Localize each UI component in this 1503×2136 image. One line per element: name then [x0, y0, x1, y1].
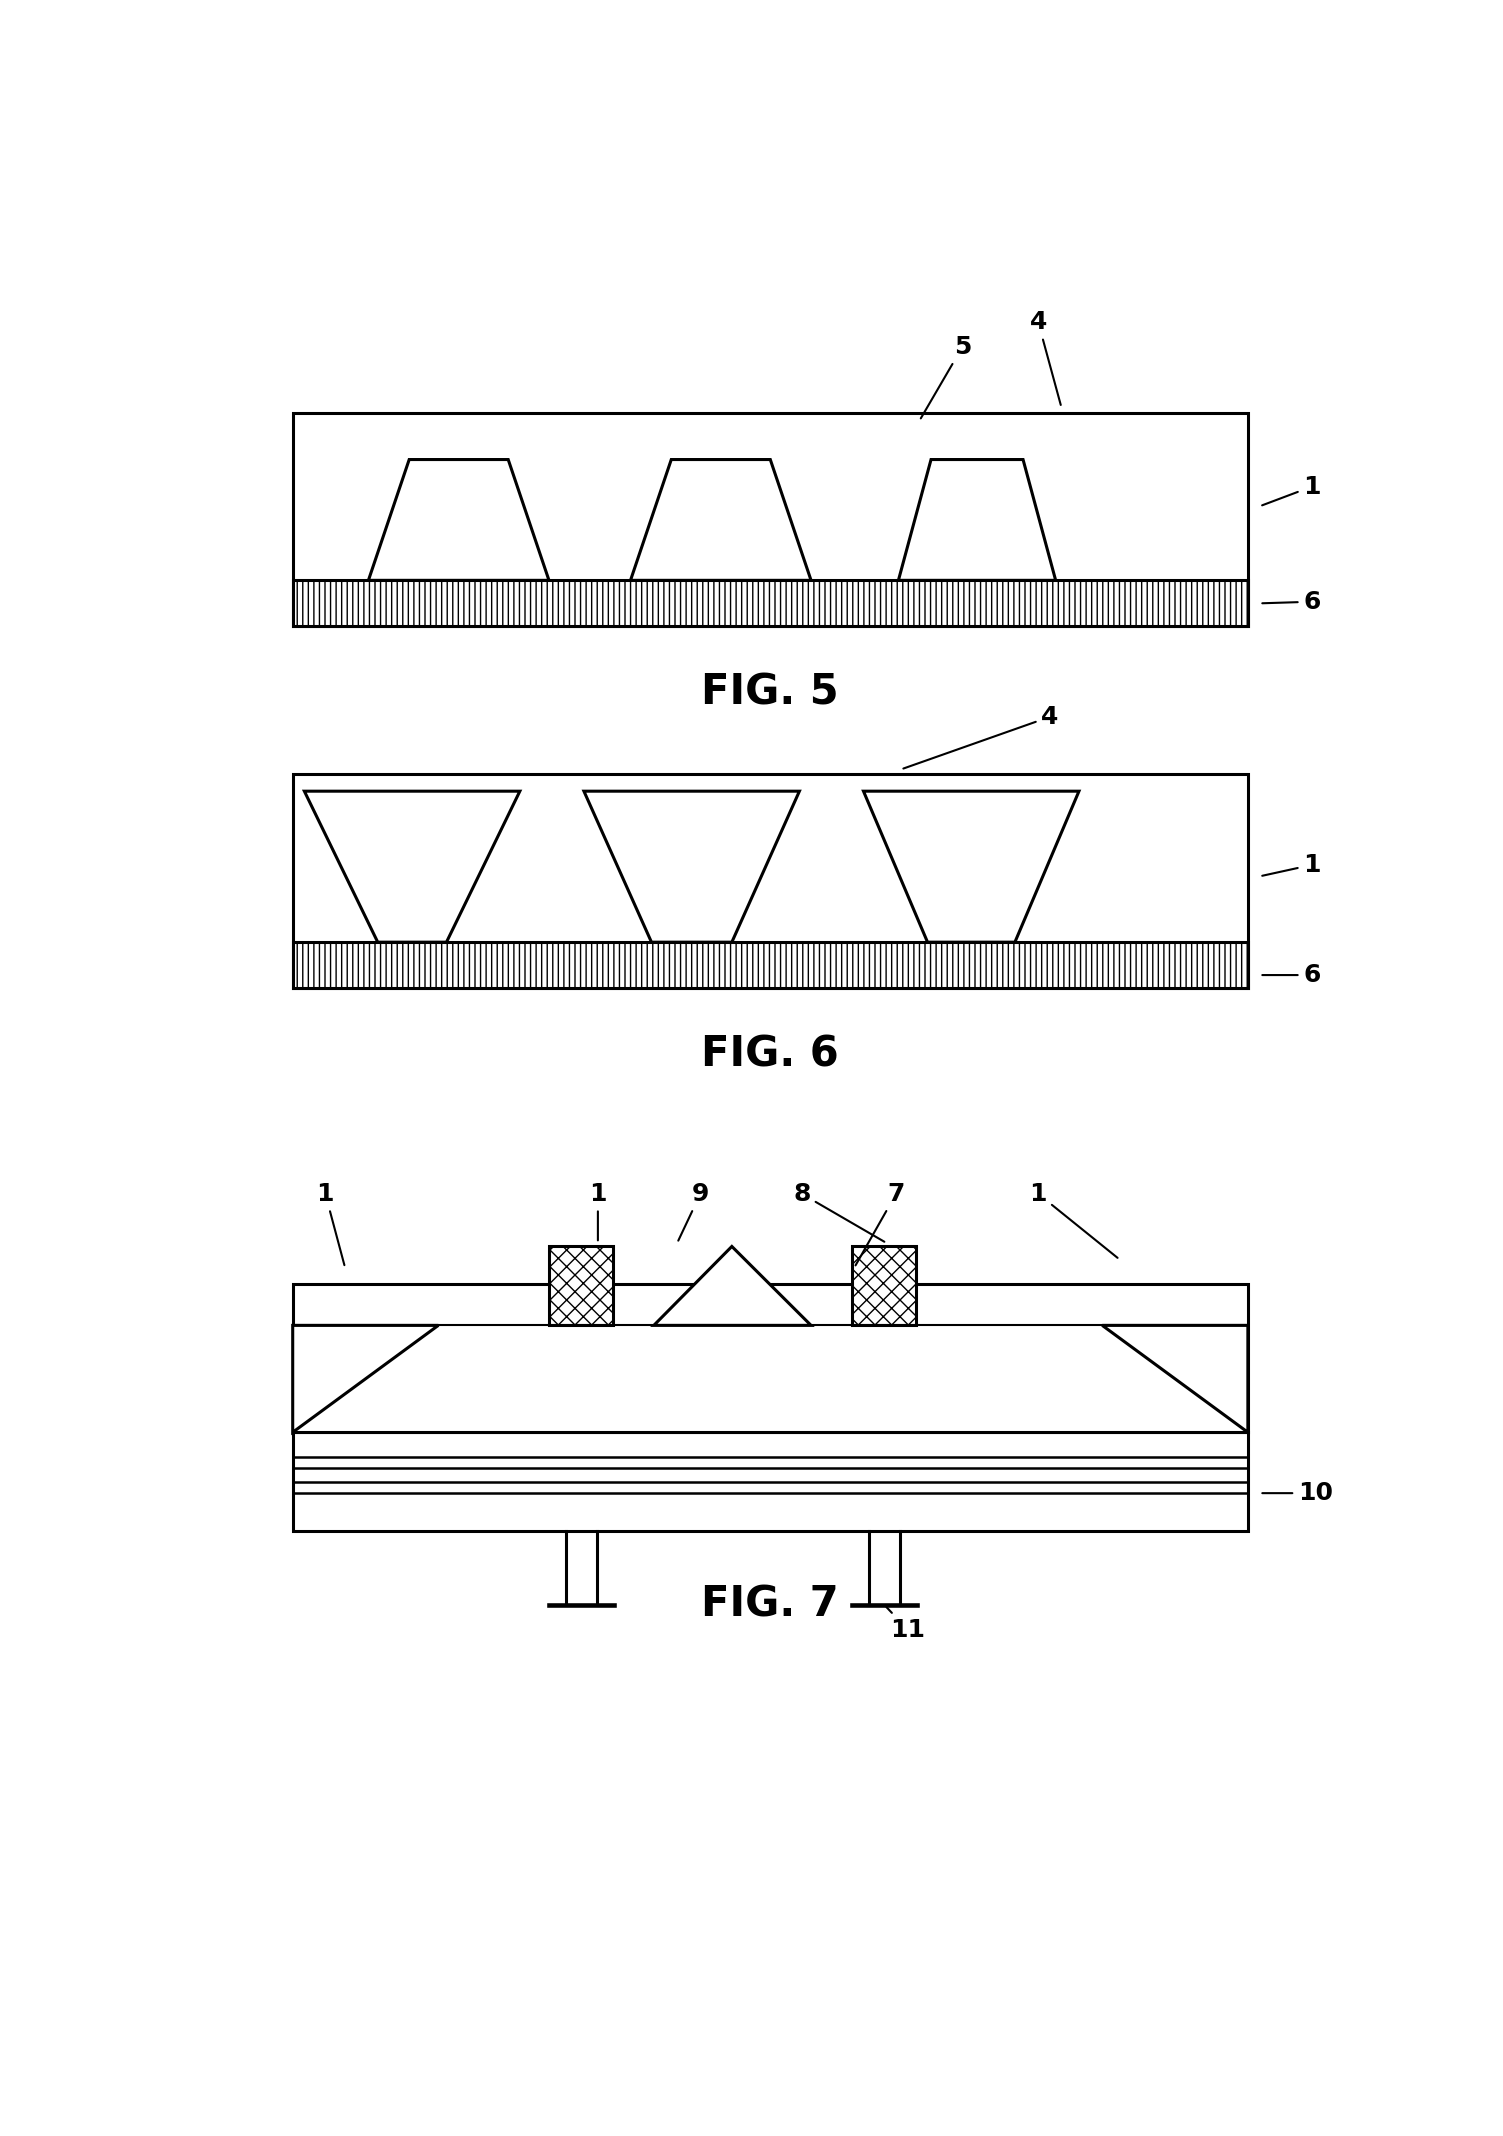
- Text: 10: 10: [1263, 1480, 1333, 1506]
- Bar: [549, 1247, 613, 1324]
- Text: 7: 7: [855, 1181, 905, 1265]
- Bar: [293, 581, 1247, 626]
- Bar: [293, 1284, 1247, 1433]
- Bar: [293, 942, 1247, 989]
- Text: FIG. 5: FIG. 5: [702, 671, 839, 713]
- Polygon shape: [654, 1247, 812, 1324]
- Polygon shape: [863, 790, 1079, 942]
- Bar: [293, 412, 1247, 626]
- Bar: [293, 1433, 1247, 1532]
- Text: 1: 1: [317, 1181, 344, 1265]
- Bar: [852, 1247, 915, 1324]
- Text: 1: 1: [1263, 474, 1321, 506]
- Text: 5: 5: [921, 335, 971, 419]
- Text: 4: 4: [1030, 310, 1061, 406]
- Text: 1: 1: [1030, 1181, 1118, 1258]
- Text: FIG. 7: FIG. 7: [702, 1585, 839, 1625]
- Text: 6: 6: [1263, 590, 1321, 613]
- Polygon shape: [585, 790, 800, 942]
- Polygon shape: [899, 459, 1055, 581]
- Bar: [293, 775, 1247, 989]
- Text: FIG. 6: FIG. 6: [702, 1034, 839, 1074]
- Polygon shape: [1102, 1324, 1247, 1433]
- Text: 11: 11: [887, 1606, 926, 1643]
- Text: 1: 1: [589, 1181, 607, 1241]
- Text: 9: 9: [678, 1181, 709, 1241]
- Text: 8: 8: [794, 1181, 884, 1241]
- Polygon shape: [368, 459, 549, 581]
- Text: 4: 4: [903, 705, 1058, 769]
- Text: 6: 6: [1263, 963, 1321, 987]
- Polygon shape: [304, 790, 520, 942]
- Polygon shape: [631, 459, 812, 581]
- Text: 1: 1: [1263, 852, 1321, 878]
- Polygon shape: [293, 1324, 439, 1433]
